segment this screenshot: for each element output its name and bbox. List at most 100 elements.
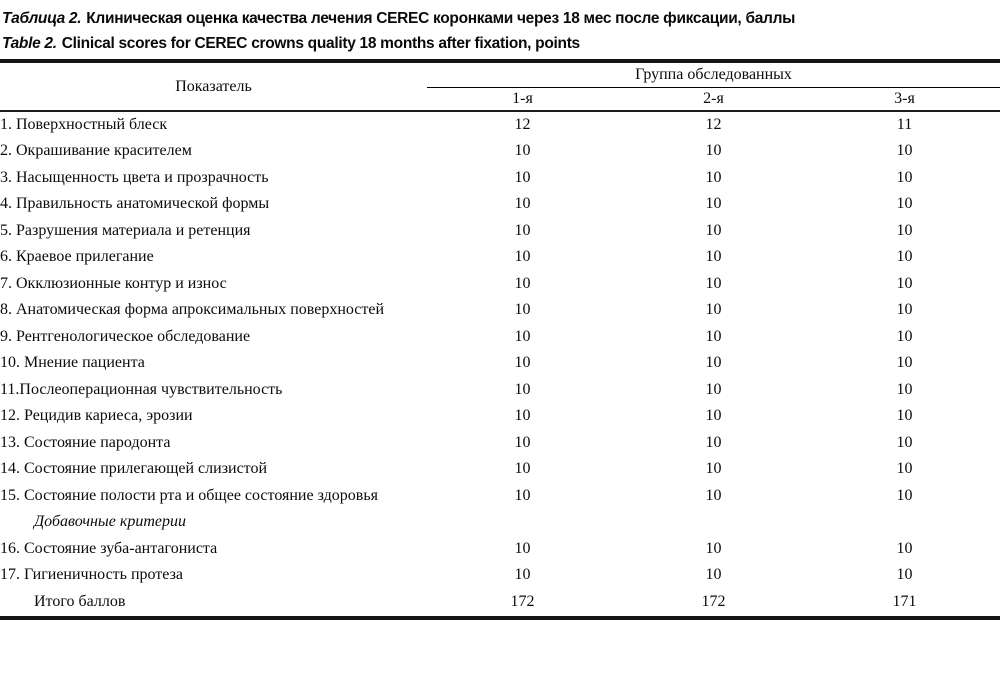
table-row: 9. Рентгенологическое обследование 10 10 10 [0,324,1000,351]
score-value: 10 [896,142,913,160]
score-value: 10 [514,354,531,372]
caption-ru: Таблица 2. Клиническая оценка качества ле… [2,6,992,31]
score-value: 10 [705,195,722,213]
table-caption: Таблица 2. Клиническая оценка качества ле… [0,0,1000,56]
score-value: 10 [705,327,722,345]
score-value: 10 [705,142,722,160]
score-value: 10 [514,539,531,557]
column-header-group-1: 1-я [427,87,618,112]
score-value: 10 [705,566,722,584]
table-row: 17. Гигиеничность протеза 10 10 10 [0,563,1000,590]
score-value [809,510,1000,537]
column-header-indicator: Показатель [0,61,427,112]
score-value: 10 [896,221,913,239]
score-value: 10 [896,274,913,292]
score-value: 10 [896,354,913,372]
score-value: 12 [705,115,722,133]
table-row: 12. Рецидив кариеса, эрозии 10 10 10 [0,404,1000,431]
table-row: Добавочные критерии [0,510,1000,537]
row-label: 10. Мнение пациента [0,354,145,372]
score-value [618,510,809,537]
score-value: 10 [896,539,913,557]
total-value: 171 [892,592,917,610]
score-value: 10 [514,142,531,160]
score-value: 10 [705,433,722,451]
row-label: 13. Состояние пародонта [0,433,171,451]
total-value: 172 [701,592,726,610]
column-header-group: Группа обследованных [427,61,1000,88]
score-value: 10 [514,195,531,213]
row-label: 1. Поверхностный блеск [0,115,168,133]
row-label: 14. Состояние прилегающей слизистой [0,460,268,478]
row-label: 12. Рецидив кариеса, эрозии [0,407,193,425]
table-row: 4. Правильность анатомической формы 10 10 1… [0,192,1000,219]
table-row: 10. Мнение пациента 10 10 10 [0,351,1000,378]
score-value: 12 [514,115,531,133]
score-value: 10 [705,407,722,425]
score-value: 10 [514,380,531,398]
score-value: 10 [514,460,531,478]
score-value: 10 [705,168,722,186]
table-row: 8. Анатомическая форма апроксимальных по… [0,298,1000,325]
score-value: 10 [705,248,722,266]
score-value: 10 [705,539,722,557]
score-value: 10 [514,168,531,186]
row-label: 16. Состояние зуба-антагониста [0,539,218,557]
total-value: 172 [510,592,535,610]
row-label: 3. Насыщенность цвета и прозрачность [0,168,269,186]
score-value: 10 [514,274,531,292]
row-label: 7. Окклюзионные контур и износ [0,274,227,292]
score-value: 10 [514,433,531,451]
score-value: 10 [896,433,913,451]
row-label: 6. Краевое прилегание [0,248,154,266]
score-value: 10 [514,566,531,584]
table-row: Итого баллов 172 172 171 [0,589,1000,618]
caption-en-text: Clinical scores for CEREC crowns quality… [61,35,580,52]
score-value: 11 [896,115,913,133]
table-row: 11.Послеоперационная чувствительность 10 1… [0,377,1000,404]
row-label: 17. Гигиеничность протеза [0,566,184,584]
score-value: 10 [896,380,913,398]
row-label: 9. Рентгенологическое обследование [0,327,251,345]
score-value: 10 [514,248,531,266]
table-row: 15. Состояние полости рта и общее состоя… [0,483,1000,510]
score-value: 10 [705,380,722,398]
score-value: 10 [896,460,913,478]
clinical-scores-table: Показатель Группа обследованных 1-я 2-я … [0,59,1000,620]
score-value: 10 [705,460,722,478]
table-row: 16. Состояние зуба-антагониста 10 10 10 [0,536,1000,563]
row-label: 5. Разрушения материала и ретенция [0,221,251,239]
score-value: 10 [705,301,722,319]
score-value: 10 [705,221,722,239]
score-value: 10 [896,327,913,345]
score-value: 10 [705,274,722,292]
score-value: 10 [896,486,913,504]
score-value: 10 [514,327,531,345]
table-header: Показатель Группа обследованных 1-я 2-я … [0,61,1000,112]
table-row: 6. Краевое прилегание 10 10 10 [0,245,1000,272]
score-value: 10 [514,486,531,504]
caption-ru-prefix: Таблица 2. [2,10,82,27]
score-value: 10 [514,221,531,239]
row-label: 8. Анатомическая форма апроксимальных по… [0,301,385,319]
score-value: 10 [896,195,913,213]
row-label: 15. Состояние полости рта и общее состоя… [0,486,378,504]
table-row: 5. Разрушения материала и ретенция 10 10 10 [0,218,1000,245]
table-body: 1. Поверхностный блеск 12 12 11 2. Окрашиван… [0,111,1000,618]
score-value: 10 [514,407,531,425]
score-value: 10 [705,354,722,372]
table-row: 3. Насыщенность цвета и прозрачность 10 10… [0,165,1000,192]
column-header-group-3: 3-я [809,87,1000,112]
score-value: 10 [514,301,531,319]
row-label: 11.Послеоперационная чувствительность [0,380,283,398]
score-value: 10 [896,566,913,584]
score-value: 10 [896,168,913,186]
caption-en: Table 2. Clinical scores for CEREC crowns… [2,31,992,56]
total-label: Итого баллов [34,592,126,610]
score-value: 10 [896,407,913,425]
column-header-group-2: 2-я [618,87,809,112]
table-row: 14. Состояние прилегающей слизистой 10 10 1… [0,457,1000,484]
score-value [427,510,618,537]
caption-en-prefix: Table 2. [2,35,57,52]
